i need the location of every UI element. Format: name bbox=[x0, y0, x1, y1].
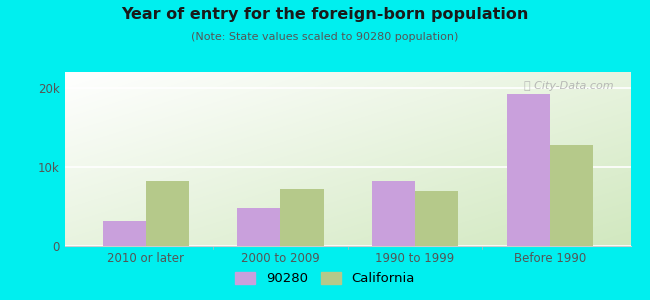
Bar bbox=[415, 190, 458, 246]
Bar bbox=[280, 189, 324, 246]
Bar bbox=[146, 181, 189, 246]
Text: ⓘ City-Data.com: ⓘ City-Data.com bbox=[524, 81, 614, 91]
Bar bbox=[506, 94, 550, 246]
Bar bbox=[550, 145, 593, 246]
Bar bbox=[237, 208, 280, 246]
Text: (Note: State values scaled to 90280 population): (Note: State values scaled to 90280 popu… bbox=[191, 32, 459, 41]
Legend: 90280, California: 90280, California bbox=[230, 266, 420, 290]
Bar bbox=[372, 181, 415, 246]
Text: Year of entry for the foreign-born population: Year of entry for the foreign-born popul… bbox=[122, 8, 528, 22]
Bar bbox=[103, 221, 146, 246]
